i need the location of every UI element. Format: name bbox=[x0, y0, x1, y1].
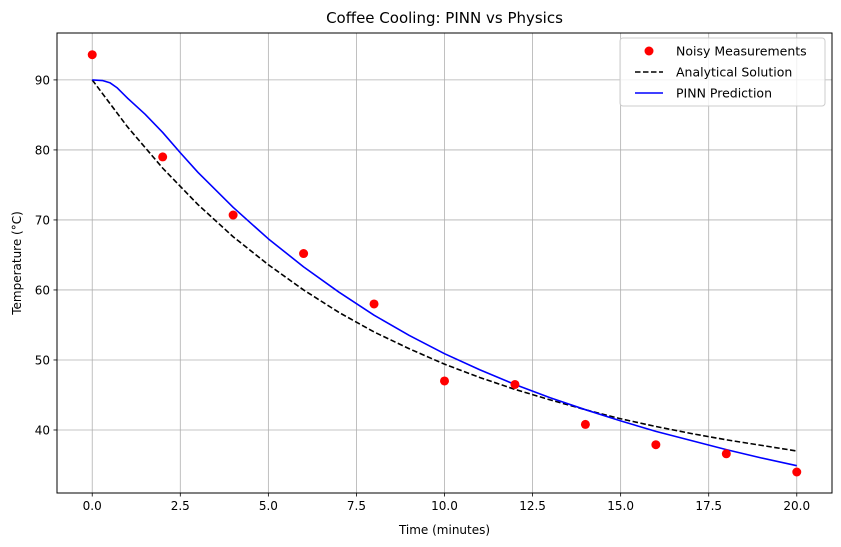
legend-label-measurements: Noisy Measurements bbox=[676, 44, 807, 59]
measurement-point bbox=[158, 152, 168, 162]
legend: Noisy Measurements Analytical Solution P… bbox=[619, 37, 826, 107]
chart-title: Coffee Cooling: PINN vs Physics bbox=[326, 9, 563, 27]
measurement-point bbox=[228, 210, 238, 220]
y-tick-label: 70 bbox=[35, 213, 50, 227]
legend-label-pinn: PINN Prediction bbox=[676, 86, 772, 101]
legend-label-analytical: Analytical Solution bbox=[676, 65, 792, 80]
measurement-point bbox=[721, 449, 731, 459]
series-layer bbox=[87, 50, 802, 477]
legend-box bbox=[619, 37, 826, 107]
x-tick-label: 5.0 bbox=[259, 499, 278, 513]
y-tick-label: 50 bbox=[35, 353, 50, 367]
pinn-prediction-line bbox=[92, 79, 797, 467]
x-tick-label: 12.5 bbox=[519, 499, 546, 513]
measurement-point bbox=[440, 376, 449, 386]
y-tick-label: 40 bbox=[35, 423, 50, 437]
measurement-point bbox=[369, 299, 379, 309]
x-tick-label: 7.5 bbox=[347, 499, 366, 513]
measurement-point bbox=[580, 419, 590, 429]
legend-marker-measurements bbox=[644, 46, 654, 56]
x-tick-label: 17.5 bbox=[695, 499, 722, 513]
measurement-point bbox=[651, 440, 661, 450]
measurement-point bbox=[792, 467, 802, 477]
x-tick-label: 0.0 bbox=[83, 499, 102, 513]
measurement-point bbox=[87, 50, 97, 60]
y-tick-label: 90 bbox=[35, 73, 50, 87]
measurement-point bbox=[510, 379, 520, 389]
x-tick-label: 15.0 bbox=[607, 499, 634, 513]
analytical-solution-line bbox=[91, 79, 797, 452]
x-tick-label: 10.0 bbox=[431, 499, 458, 513]
x-tick-label: 2.5 bbox=[171, 499, 190, 513]
x-tick-label: 20.0 bbox=[783, 499, 810, 513]
y-axis-label: Temperature (°C) bbox=[10, 211, 24, 316]
ticks: 0.0 2.5 5.0 7.5 10.0 12.5 15.0 17.5 20.0 40 50 60 70… bbox=[35, 73, 810, 513]
grid bbox=[57, 33, 832, 493]
x-axis-label: Time (minutes) bbox=[398, 523, 490, 537]
y-tick-label: 60 bbox=[35, 283, 50, 297]
measurement-point bbox=[299, 249, 309, 259]
y-tick-label: 80 bbox=[35, 143, 50, 157]
